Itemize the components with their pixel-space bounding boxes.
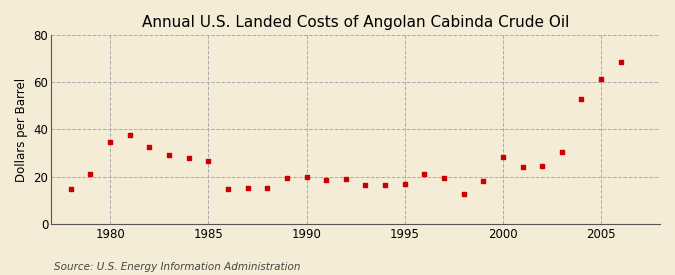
Point (184, 155, 194, 160)
Point (262, 186, 273, 191)
Point (65, 187, 76, 192)
Point (400, 182, 410, 186)
Text: Source: U.S. Energy Information Administration: Source: U.S. Energy Information Administ… (54, 262, 300, 272)
Point (439, 175, 450, 180)
Point (497, 154, 508, 159)
Point (163, 153, 174, 158)
Point (478, 179, 489, 183)
Point (105, 140, 115, 145)
Point (340, 177, 351, 181)
Point (595, 77, 606, 81)
Point (203, 159, 214, 163)
Point (616, 60, 626, 65)
Point (301, 174, 312, 179)
Point (85, 172, 96, 176)
Point (556, 150, 567, 154)
Point (242, 186, 253, 191)
Point (517, 165, 528, 169)
Point (321, 178, 331, 182)
Point (360, 183, 371, 187)
Point (379, 183, 390, 187)
Point (419, 172, 430, 176)
Title: Annual U.S. Landed Costs of Angolan Cabinda Crude Oil: Annual U.S. Landed Costs of Angolan Cabi… (142, 15, 569, 30)
Point (576, 97, 587, 101)
Y-axis label: Dollars per Barrel: Dollars per Barrel (15, 77, 28, 182)
Point (281, 175, 292, 180)
Point (144, 145, 155, 149)
Point (223, 187, 234, 192)
Point (537, 164, 547, 168)
Point (458, 192, 469, 196)
Point (124, 133, 135, 138)
